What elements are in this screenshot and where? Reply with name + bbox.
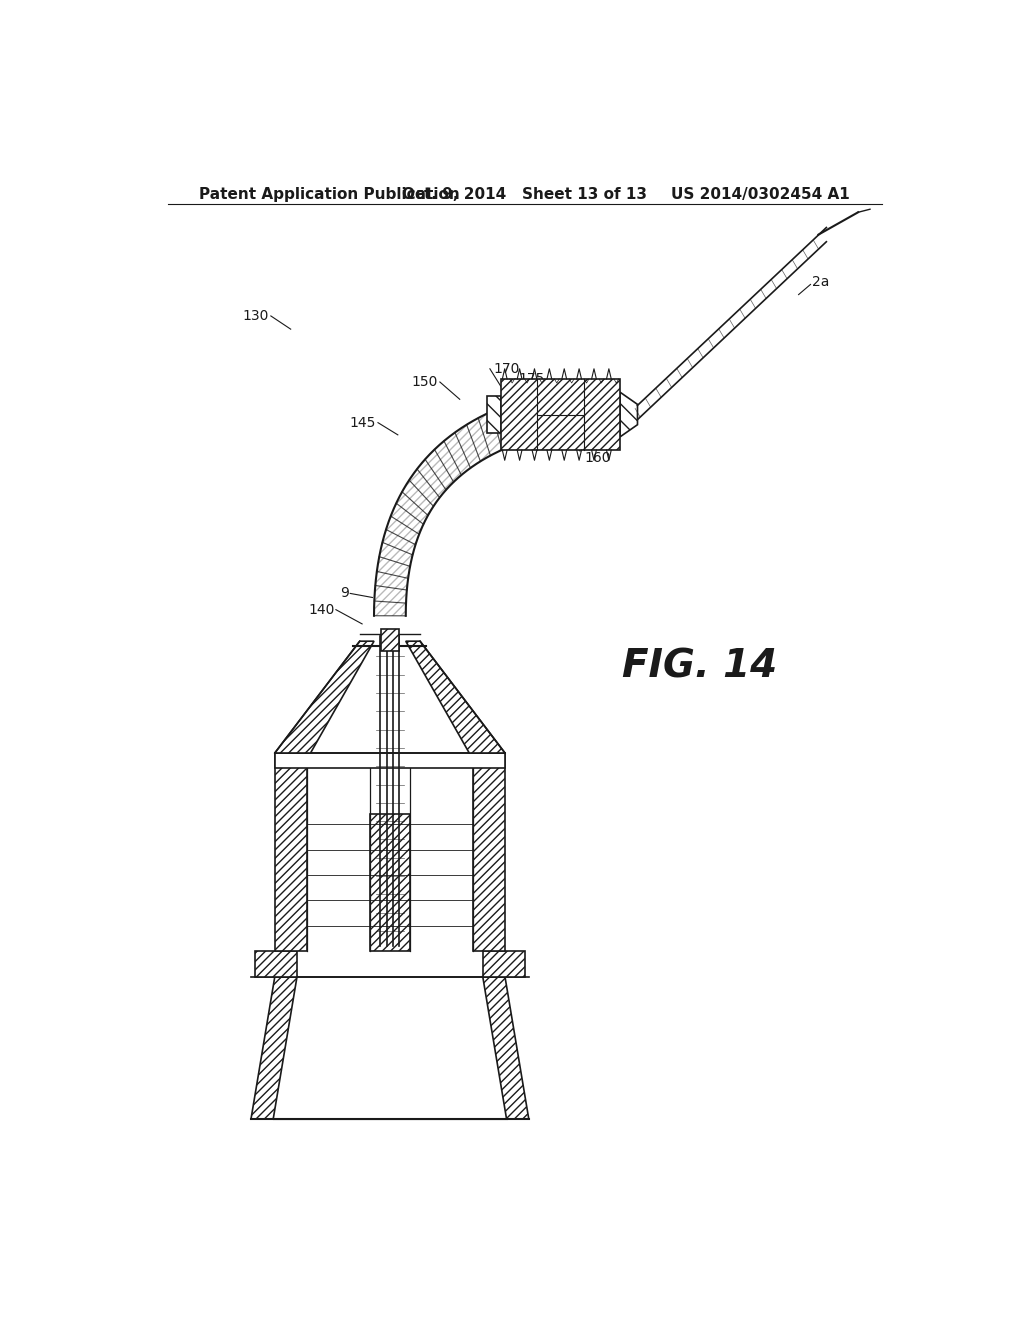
Text: 145: 145 bbox=[349, 416, 376, 430]
Polygon shape bbox=[482, 977, 528, 1119]
Polygon shape bbox=[482, 952, 524, 977]
Polygon shape bbox=[620, 392, 638, 437]
Text: 2a: 2a bbox=[812, 276, 829, 289]
Polygon shape bbox=[251, 977, 297, 1119]
Text: 110: 110 bbox=[563, 393, 590, 408]
Text: 130: 130 bbox=[243, 309, 269, 323]
Text: US 2014/0302454 A1: US 2014/0302454 A1 bbox=[672, 187, 850, 202]
Text: 150: 150 bbox=[411, 375, 437, 389]
Polygon shape bbox=[274, 752, 505, 768]
Text: 175: 175 bbox=[518, 372, 545, 385]
Polygon shape bbox=[473, 752, 505, 952]
Polygon shape bbox=[406, 642, 505, 752]
Text: Patent Application Publication: Patent Application Publication bbox=[200, 187, 460, 202]
Polygon shape bbox=[486, 396, 501, 433]
Polygon shape bbox=[274, 642, 374, 752]
Text: 170: 170 bbox=[494, 362, 519, 376]
Polygon shape bbox=[370, 814, 410, 952]
Text: 9: 9 bbox=[340, 586, 348, 601]
Polygon shape bbox=[501, 379, 620, 450]
Text: Oct. 9, 2014   Sheet 13 of 13: Oct. 9, 2014 Sheet 13 of 13 bbox=[402, 187, 647, 202]
Text: 160: 160 bbox=[585, 451, 611, 465]
Text: 140: 140 bbox=[308, 603, 334, 616]
Text: FIG. 14: FIG. 14 bbox=[622, 648, 777, 685]
Polygon shape bbox=[255, 952, 297, 977]
Text: 120: 120 bbox=[543, 383, 568, 397]
Polygon shape bbox=[374, 392, 555, 616]
Polygon shape bbox=[274, 752, 306, 952]
Bar bbox=[381, 630, 398, 651]
